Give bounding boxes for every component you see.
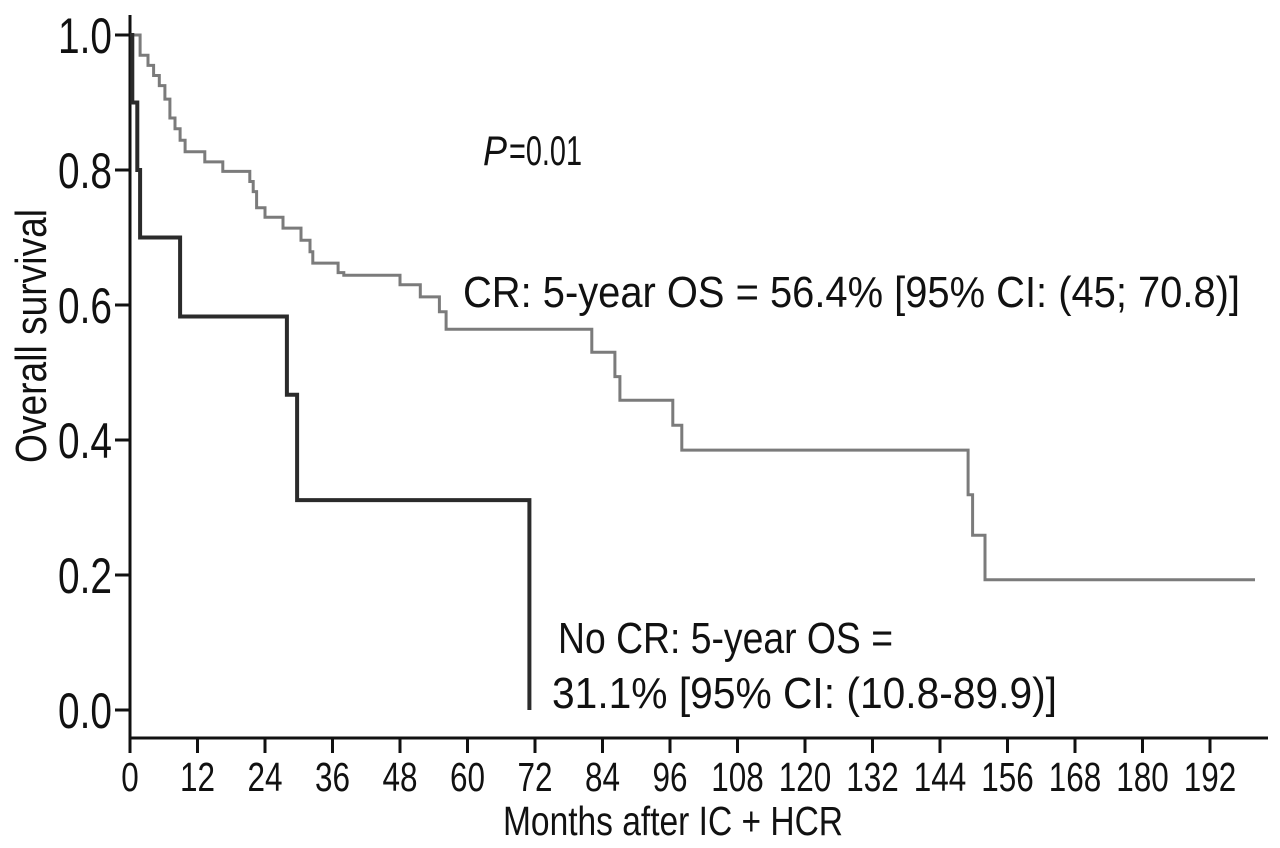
x-tick-label-24: 24 — [248, 754, 283, 800]
curve-no-cr — [130, 33, 532, 710]
y-tick-label-0.6: 0.6 — [58, 278, 112, 334]
cr-annotation: CR: 5-year OS = 56.4% [95% CI: (45; 70.8… — [463, 268, 1240, 317]
x-tick-label-120: 120 — [779, 754, 832, 800]
x-tick-label-96: 96 — [653, 754, 688, 800]
curve-cr — [130, 33, 1255, 582]
x-tick-label-156: 156 — [981, 754, 1034, 800]
no-cr-annotation-line2: 31.1% [95% CI: (10.8-89.9)] — [552, 669, 1057, 718]
x-tick-label-132: 132 — [846, 754, 899, 800]
y-axis-ticks: 0.0 0.2 0.4 0.6 0.8 1.0 — [58, 8, 129, 739]
x-tick-label-192: 192 — [1184, 754, 1237, 800]
y-tick-label-0.4: 0.4 — [58, 413, 112, 469]
x-tick-label-144: 144 — [914, 754, 967, 800]
x-axis-title: Months after IC + HCR — [503, 798, 843, 844]
x-tick-label-48: 48 — [383, 754, 418, 800]
x-tick-label-108: 108 — [711, 754, 764, 800]
p-value-text: =0.01 — [509, 127, 582, 174]
x-tick-label-72: 72 — [518, 754, 553, 800]
x-tick-label-168: 168 — [1049, 754, 1102, 800]
y-tick-label-1.0: 1.0 — [58, 8, 112, 64]
x-tick-label-84: 84 — [585, 754, 620, 800]
x-axis-ticks: 0 12 24 36 48 60 72 84 96 108 120 132 144 156 168 180 19… — [121, 738, 1236, 800]
no-cr-annotation-line1: No CR: 5-year OS = — [558, 614, 893, 663]
x-tick-label-180: 180 — [1116, 754, 1169, 800]
x-tick-label-60: 60 — [450, 754, 485, 800]
series-group — [130, 33, 1255, 710]
x-tick-label-12: 12 — [180, 754, 215, 800]
p-value-symbol: P — [483, 127, 507, 174]
x-tick-label-0: 0 — [121, 754, 139, 800]
x-tick-label-36: 36 — [315, 754, 350, 800]
y-axis-title: Overall survival — [7, 209, 56, 463]
y-tick-label-0.0: 0.0 — [58, 683, 112, 739]
y-tick-label-0.2: 0.2 — [58, 548, 112, 604]
y-tick-label-0.8: 0.8 — [58, 143, 112, 199]
